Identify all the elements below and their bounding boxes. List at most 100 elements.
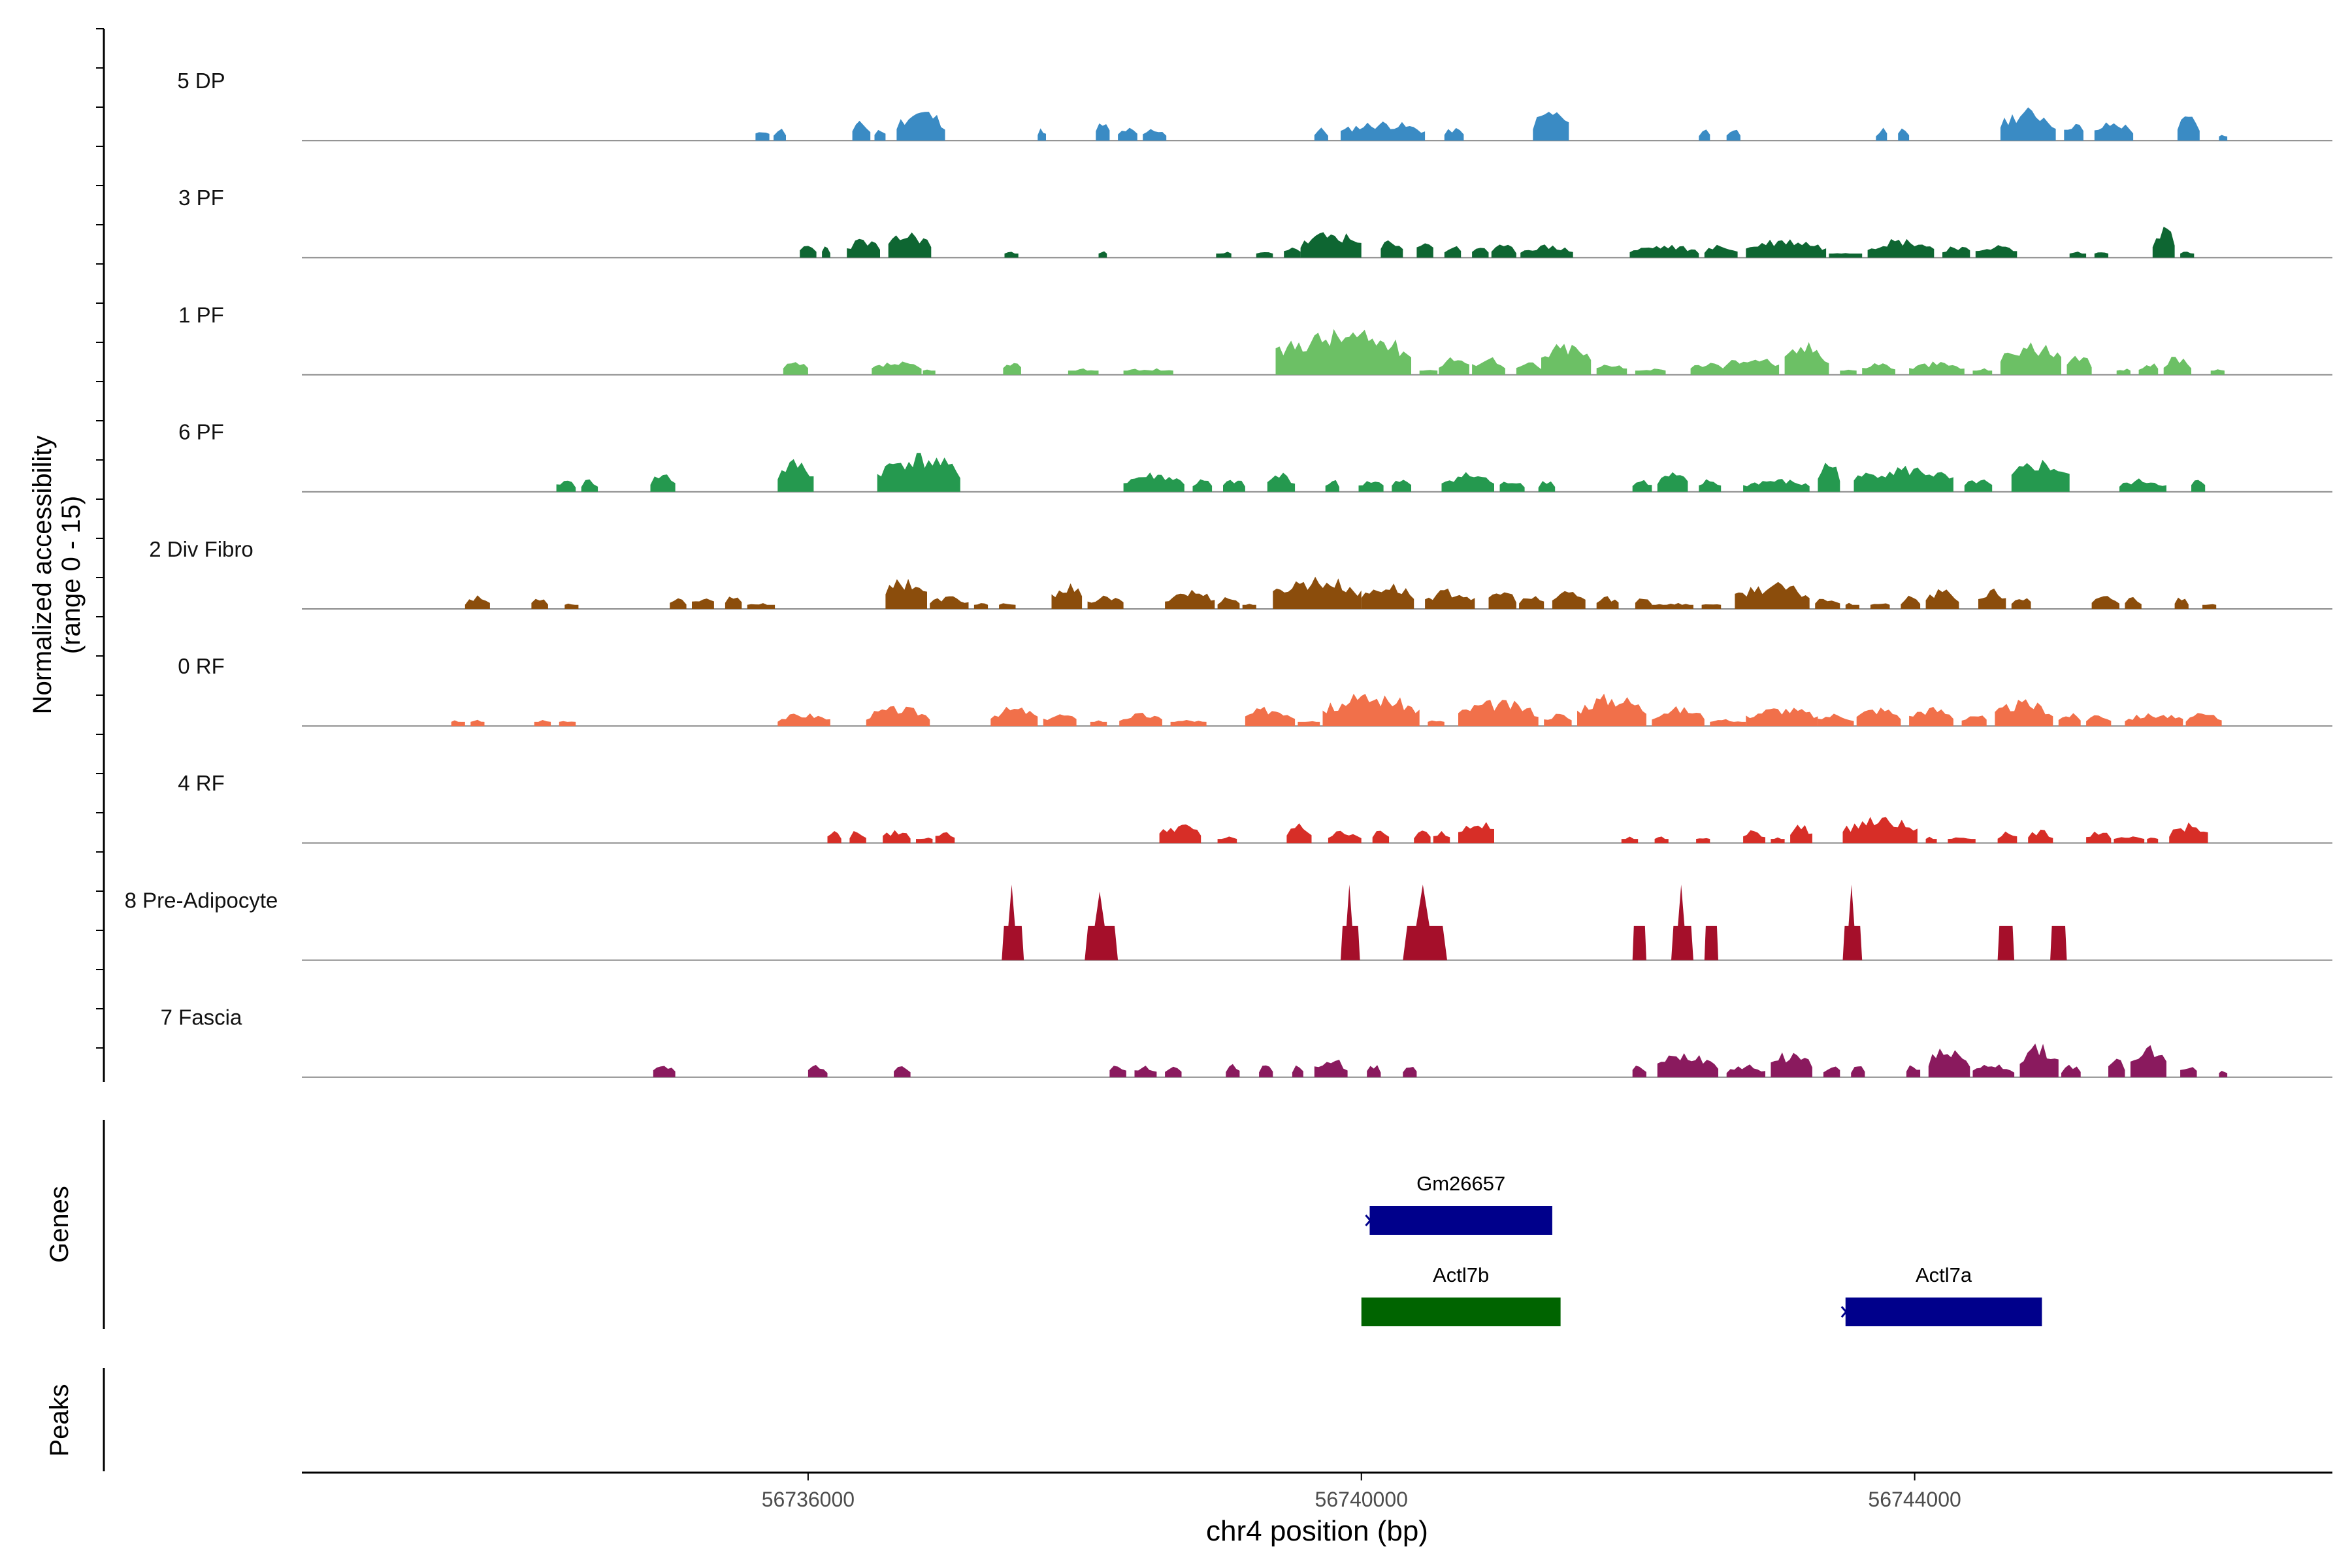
accessibility-peak	[1051, 583, 1083, 609]
accessibility-peak	[1458, 822, 1494, 843]
gene-body	[1845, 1298, 2042, 1326]
accessibility-peak	[1002, 885, 1024, 960]
accessibility-peak	[973, 603, 988, 609]
accessibility-peak	[2058, 713, 2081, 727]
accessibility-peak	[1823, 1066, 1840, 1077]
accessibility-peak	[1533, 112, 1569, 141]
accessibility-peak	[1192, 479, 1213, 492]
accessibility-peak	[2086, 831, 2112, 843]
accessibility-peak	[1657, 1053, 1718, 1077]
track-5-dp: 5 DP	[177, 69, 2332, 142]
track-6-pf: 6 PF	[178, 420, 2332, 493]
accessibility-peak	[874, 129, 886, 141]
accessibility-peak	[1842, 817, 1918, 843]
accessibility-peak	[725, 596, 742, 609]
accessibility-peak	[2119, 478, 2166, 492]
track-label: 3 PF	[178, 186, 224, 210]
track-8-pre-adipocyte: 8 Pre-Adipocyte	[125, 885, 2332, 961]
accessibility-peak	[1159, 824, 1201, 843]
accessibility-peak	[1743, 830, 1765, 843]
x-tick-label: 56740000	[1315, 1488, 1408, 1511]
accessibility-peak	[670, 598, 687, 609]
accessibility-peak	[1519, 596, 1544, 609]
accessibility-peak	[2202, 604, 2217, 609]
coverage-tracks: 5 DP 3 PF 1 PF 6 PF 2 Div Fibro 0 RF 4 RF 8 Pre…	[125, 69, 2332, 1078]
x-axis-title: chr4 position (bp)	[1206, 1515, 1428, 1547]
accessibility-peak	[1671, 885, 1693, 960]
y-axis-title-line2: (range 0 - 15)	[57, 496, 86, 654]
accessibility-peak	[1925, 589, 1959, 609]
accessibility-peak	[1995, 699, 2053, 727]
accessibility-peak	[1840, 369, 1857, 375]
accessibility-peak	[1123, 472, 1184, 492]
accessibility-peak	[2066, 355, 2092, 375]
accessibility-peak	[1419, 370, 1438, 375]
accessibility-peak	[1948, 837, 1976, 843]
accessibility-peak	[1037, 128, 1046, 141]
accessibility-peak	[1286, 823, 1312, 843]
accessibility-peak	[1488, 592, 1516, 609]
accessibility-peak	[777, 459, 814, 492]
accessibility-peak	[1898, 128, 1910, 141]
accessibility-peak	[451, 720, 465, 727]
accessibility-peak	[1217, 836, 1237, 843]
accessibility-peak	[2019, 1043, 2059, 1077]
accessibility-peak	[1961, 715, 1987, 727]
accessibility-peak	[822, 246, 830, 258]
accessibility-peak	[2086, 715, 2112, 727]
accessibility-peak	[2130, 1045, 2166, 1077]
track-label: 1 PF	[178, 302, 224, 327]
accessibility-peak	[800, 246, 817, 258]
accessibility-peak	[1140, 368, 1173, 375]
accessibility-peak	[1621, 836, 1639, 843]
accessibility-peak	[916, 838, 933, 843]
accessibility-peak	[755, 132, 770, 141]
strand-marker	[1840, 1306, 1852, 1318]
accessibility-peak	[1298, 721, 1320, 727]
accessibility-peak	[1771, 1052, 1812, 1077]
accessibility-peak	[564, 603, 579, 609]
accessibility-peak	[1256, 252, 1273, 258]
track-label: 7 Fascia	[161, 1005, 242, 1030]
accessibility-peak	[2061, 1064, 2081, 1077]
accessibility-peak	[1090, 720, 1107, 727]
genes-panel: Genes Gm26657 Actl7b Actl7a	[45, 1120, 2042, 1329]
accessibility-peak	[1259, 1065, 1273, 1077]
accessibility-peak	[2011, 598, 2031, 609]
accessibility-peak	[1516, 362, 1541, 375]
accessibility-peak	[2138, 363, 2159, 375]
accessibility-peak	[1652, 706, 1705, 727]
accessibility-peak	[1165, 1066, 1182, 1077]
accessibility-peak	[1997, 831, 2017, 843]
accessibility-peak	[1746, 708, 1818, 727]
x-tick-label: 56744000	[1868, 1488, 1961, 1511]
accessibility-peak	[1123, 368, 1143, 375]
accessibility-peak	[1696, 838, 1710, 843]
accessibility-peak	[847, 238, 880, 258]
accessibility-peak	[2210, 369, 2225, 375]
accessibility-peak	[1784, 342, 1829, 375]
accessibility-peak	[1085, 891, 1119, 960]
track-label: 2 Div Fibro	[149, 537, 253, 561]
accessibility-peak	[1223, 480, 1245, 492]
accessibility-peak	[1043, 714, 1077, 727]
accessibility-peak	[465, 595, 490, 609]
y-axis-title-line1: Normalized accessibility	[28, 436, 57, 715]
accessibility-peak	[1322, 693, 1420, 727]
accessibility-peak	[1004, 252, 1019, 258]
accessibility-peak	[1629, 244, 1699, 258]
track-4-rf: 4 RF	[178, 771, 2332, 844]
accessibility-peak	[935, 832, 955, 843]
gene-label: Gm26657	[1416, 1172, 1505, 1195]
accessibility-peak	[1909, 361, 1965, 375]
accessibility-peak	[1690, 363, 1727, 375]
accessibility-peak	[1726, 129, 1740, 141]
accessibility-peak	[849, 831, 866, 843]
accessibility-peak	[1538, 481, 1556, 492]
accessibility-peak	[1433, 831, 1450, 843]
accessibility-peak	[1544, 713, 1572, 727]
accessibility-peak	[1361, 583, 1414, 609]
accessibility-peak	[1632, 1066, 1646, 1077]
accessibility-peak	[1216, 252, 1232, 258]
accessibility-peak	[1854, 465, 1953, 492]
